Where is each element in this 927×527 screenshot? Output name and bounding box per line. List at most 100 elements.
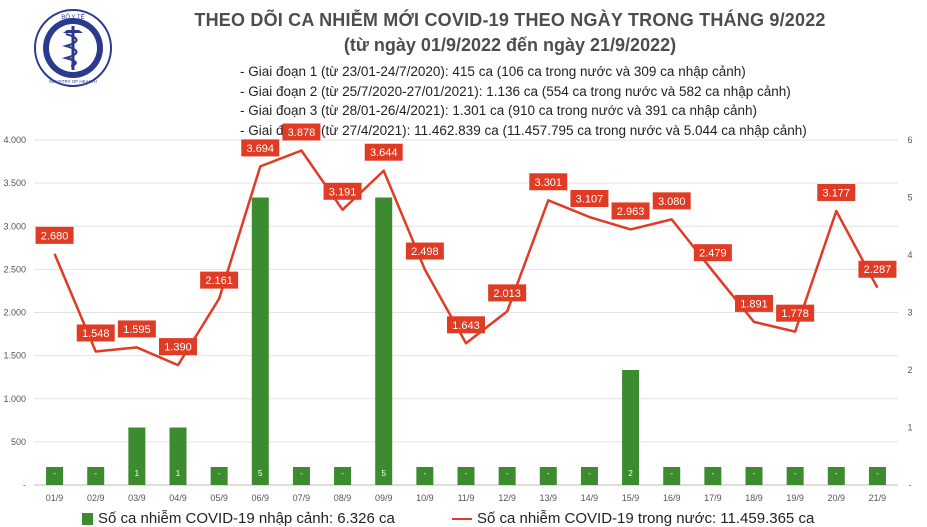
x-tick-label: 01/9: [46, 493, 64, 503]
y-left-tick-label: 2.000: [3, 308, 26, 318]
point-label-box: [529, 173, 568, 191]
point-label-box: [282, 123, 321, 141]
bar: [663, 467, 681, 485]
x-tick-label: 02/9: [87, 493, 105, 503]
y-right-tick-label: -: [909, 480, 912, 490]
ministry-of-health-logo: BỘ Y TẾ MINISTRY OF HEALTH: [34, 9, 112, 87]
bar: [169, 427, 187, 485]
legend-bar-swatch: [82, 513, 93, 526]
bar: [292, 467, 310, 485]
bar: [745, 467, 763, 485]
bar: [87, 467, 105, 485]
point-label-box: [159, 338, 197, 356]
y-left-tick-label: 2.500: [3, 264, 26, 274]
bar-label: -: [588, 469, 591, 478]
point-label-box: [200, 271, 239, 289]
x-tick-label: 17/9: [704, 493, 722, 503]
y-left-tick-label: 3.500: [3, 178, 26, 188]
point-label: 1.643: [452, 320, 480, 332]
y-right-tick-label: 1: [907, 423, 912, 433]
bar-label: 1: [135, 469, 140, 478]
y-left-tick-label: 1.000: [3, 394, 26, 404]
x-tick-label: 21/9: [869, 493, 887, 503]
bar-label: -: [835, 469, 838, 478]
point-label: 3.080: [658, 196, 686, 208]
y-right-tick-label: 5: [907, 193, 912, 203]
bar-label: -: [712, 469, 715, 478]
phase-note-3: - Giai đoạn 3 (từ 28/01-26/4/2021): 1.30…: [240, 103, 758, 118]
bar-label: -: [94, 469, 97, 478]
point-label: 3.301: [535, 177, 563, 189]
y-left-tick-label: 1.500: [3, 351, 26, 361]
chart-subtitle: (từ ngày 01/9/2022 đến ngày 21/9/2022): [343, 35, 677, 55]
point-label-box: [652, 192, 691, 210]
y-right-tick-label: 3: [907, 308, 912, 318]
point-label: 1.778: [781, 308, 809, 320]
x-tick-label: 13/9: [540, 493, 558, 503]
bar-label: -: [341, 469, 344, 478]
point-label-box: [611, 202, 650, 220]
point-label-box: [241, 139, 280, 157]
point-label-box: [488, 284, 527, 302]
bar-label: 5: [381, 469, 386, 478]
point-label-box: [570, 190, 609, 208]
point-label-box: [76, 324, 115, 342]
phase-note-1: - Giai đoạn 1 (từ 23/01-24/7/2020): 415 …: [240, 64, 746, 79]
x-tick-label: 08/9: [334, 493, 352, 503]
bar: [334, 467, 352, 485]
bar-label: -: [424, 469, 427, 478]
legend: Số ca nhiễm COVID-19 nhập cảnh: 6.326 ca…: [0, 508, 927, 527]
bar: [416, 467, 434, 485]
bar: [622, 370, 640, 485]
x-tick-label: 06/9: [252, 493, 270, 503]
legend-item-bar: Số ca nhiễm COVID-19 nhập cảnh: 6.326 ca: [82, 510, 395, 527]
bar-label: -: [218, 469, 221, 478]
point-label-box: [35, 226, 74, 244]
bar-label: -: [547, 469, 550, 478]
bar-label: 1: [176, 469, 181, 478]
point-label: 2.161: [205, 275, 233, 287]
x-tick-label: 16/9: [663, 493, 681, 503]
x-tick-label: 15/9: [622, 493, 640, 503]
x-tick-label: 07/9: [293, 493, 311, 503]
y-left-tick-label: -: [23, 480, 26, 490]
point-label: 2.287: [864, 264, 892, 276]
point-label-box: [817, 183, 856, 201]
bar-label: -: [300, 469, 303, 478]
bar: [868, 467, 886, 485]
label-layer: 2.680 1.548 1.595 1.390 2.161 3.694 3.878 3.191…: [35, 123, 897, 356]
point-label: 3.177: [823, 187, 851, 199]
point-label-box: [858, 260, 897, 278]
legend-item-line: Số ca nhiễm COVID-19 trong nước: 11.459.…: [452, 510, 814, 527]
bar-label: 2: [628, 469, 633, 478]
bar: [457, 467, 475, 485]
point-label: 2.013: [493, 288, 521, 300]
bar-label: 5: [258, 469, 263, 478]
point-label: 1.891: [740, 298, 768, 310]
y-left-tick-label: 3.000: [3, 221, 26, 231]
point-label: 1.390: [164, 342, 192, 354]
x-tick-label: 09/9: [375, 493, 393, 503]
bar: [704, 467, 722, 485]
point-label-box: [323, 182, 362, 200]
bar-label: -: [53, 469, 56, 478]
point-label: 3.644: [370, 147, 398, 159]
bar-label: -: [670, 469, 673, 478]
phase-notes: - Giai đoạn 1 (từ 23/01-24/7/2020): 415 …: [240, 62, 807, 140]
y-left-tick-label: 500: [11, 437, 26, 447]
point-label: 3.191: [329, 186, 357, 198]
x-tick-label: 12/9: [498, 493, 516, 503]
bar: [580, 467, 598, 485]
legend-line-swatch: [452, 518, 472, 521]
point-label: 2.680: [41, 230, 69, 242]
point-label: 2.963: [617, 206, 645, 218]
phase-note-4: - Giai đoạn 4 (từ 27/4/2021): 11.462.839…: [240, 122, 807, 138]
point-label: 3.107: [576, 194, 604, 206]
x-tick-label: 03/9: [128, 493, 146, 503]
point-label: 2.498: [411, 246, 439, 258]
bar-label: -: [506, 469, 509, 478]
y-right-tick-label: 6: [907, 135, 912, 145]
chart-title: THEO DÕI CA NHIỄM MỚI COVID-19 THEO NGÀY…: [194, 10, 826, 30]
x-tick-label: 11/9: [458, 493, 475, 503]
bar: [498, 467, 516, 485]
